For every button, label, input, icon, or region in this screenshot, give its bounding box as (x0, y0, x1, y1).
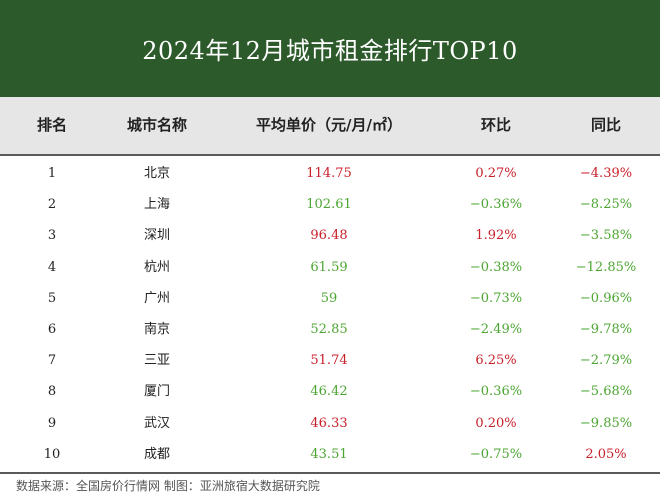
table-body: 1 北京 114.75 0.27% −4.39% 2 上海 102.61 −0.36% −8.25… (0, 158, 660, 470)
table-header: 排名 城市名称 平均单价（元/月/㎡） 环比 同比 (0, 97, 660, 156)
price-cell: 46.42 (310, 384, 348, 400)
city-cell: 武汉 (143, 415, 171, 431)
city-cell: 北京 (143, 166, 171, 181)
yoy-cell: −2.79% (579, 353, 633, 369)
price-cell: 43.51 (310, 446, 348, 462)
yoy-cell: −0.96% (579, 290, 633, 306)
table-row: 6 南京 52.85 −2.49% −9.78% (0, 314, 660, 345)
city-cell: 成都 (143, 446, 171, 462)
table-row: 9 武汉 46.33 0.20% −9.85% (0, 408, 660, 439)
table-row: 7 三亚 51.74 6.25% −2.79% (0, 345, 660, 376)
column-header-city: 城市名称 (126, 116, 188, 134)
column-header-mom: 环比 (480, 116, 512, 134)
mom-cell: −0.36% (469, 197, 523, 213)
yoy-cell: 2.05% (585, 446, 627, 462)
price-cell: 96.48 (310, 228, 348, 244)
table-row: 8 厦门 46.42 −0.36% −5.68% (0, 376, 660, 407)
price-cell: 51.74 (310, 353, 348, 369)
city-cell: 杭州 (143, 259, 171, 275)
rank-cell: 3 (47, 228, 57, 244)
city-cell: 厦门 (143, 384, 171, 400)
mom-cell: 1.92% (475, 228, 517, 244)
rank-cell: 5 (47, 290, 57, 306)
yoy-cell: −3.58% (579, 228, 633, 244)
mom-cell: −0.75% (469, 446, 523, 462)
mom-cell: 0.20% (475, 415, 517, 431)
table-row: 4 杭州 61.59 −0.38% −12.85% (0, 252, 660, 283)
mom-cell: −0.36% (469, 384, 523, 400)
yoy-cell: −9.85% (579, 415, 633, 431)
table-row: 5 广州 59 −0.73% −0.96% (0, 283, 660, 314)
city-cell: 深圳 (143, 228, 171, 244)
title-banner: 2024年12月城市租金排行TOP10 (0, 0, 660, 97)
rank-cell: 9 (47, 415, 57, 431)
column-header-yoy: 同比 (590, 116, 622, 134)
column-header-rank: 排名 (36, 116, 68, 134)
rank-cell: 6 (47, 321, 57, 337)
rank-cell: 2 (47, 197, 57, 213)
mom-cell: 6.25% (475, 353, 517, 369)
mom-cell: −0.73% (469, 290, 523, 306)
rank-cell: 10 (43, 446, 61, 462)
yoy-cell: −5.68% (579, 384, 633, 400)
table-row: 3 深圳 96.48 1.92% −3.58% (0, 220, 660, 251)
table-row: 10 成都 43.51 −0.75% 2.05% (0, 439, 660, 470)
page-title: 2024年12月城市租金排行TOP10 (142, 37, 518, 65)
price-cell: 59 (320, 290, 338, 306)
rank-cell: 4 (47, 259, 57, 275)
table-row: 2 上海 102.61 −0.36% −8.25% (0, 189, 660, 220)
rank-cell: 8 (47, 384, 57, 400)
price-cell: 102.61 (306, 197, 352, 213)
mom-cell: 0.27% (475, 166, 517, 181)
price-cell: 114.75 (306, 166, 352, 181)
price-cell: 52.85 (310, 321, 348, 337)
rank-cell: 1 (47, 166, 57, 181)
city-cell: 广州 (143, 290, 171, 306)
column-header-price: 平均单价（元/月/㎡） (256, 116, 402, 134)
source-note: 数据来源：全国房价行情网 制图：亚洲旅宿大数据研究院 (16, 479, 320, 493)
yoy-cell: −12.85% (575, 259, 637, 275)
city-cell: 上海 (143, 197, 171, 213)
yoy-cell: −4.39% (579, 166, 633, 181)
price-cell: 61.59 (310, 259, 348, 275)
yoy-cell: −9.78% (579, 321, 633, 337)
mom-cell: −2.49% (469, 321, 523, 337)
yoy-cell: −8.25% (579, 197, 633, 213)
city-cell: 南京 (143, 321, 171, 337)
mom-cell: −0.38% (469, 259, 523, 275)
rank-cell: 7 (47, 353, 57, 369)
city-cell: 三亚 (143, 353, 171, 369)
table-row: 1 北京 114.75 0.27% −4.39% (0, 158, 660, 189)
table-bottom-rule (0, 472, 660, 474)
price-cell: 46.33 (310, 415, 348, 431)
